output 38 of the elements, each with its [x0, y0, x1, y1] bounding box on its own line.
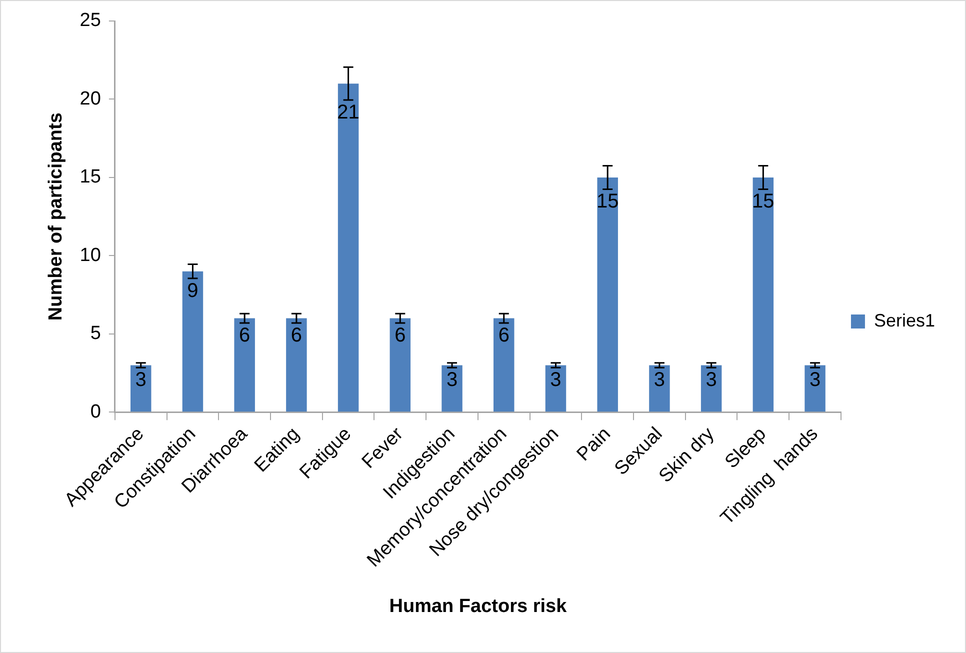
data-label: 15 [752, 190, 774, 213]
data-label: 3 [654, 369, 666, 392]
data-label: 3 [135, 369, 146, 392]
data-label: 6 [290, 324, 302, 346]
x-axis-title: Human Factors risk [389, 596, 568, 617]
bar [182, 271, 204, 412]
data-label: 3 [706, 369, 717, 392]
y-tick-label: 25 [80, 10, 101, 32]
legend-label: Series1 [874, 310, 935, 330]
bar [545, 365, 566, 412]
bar [597, 177, 618, 412]
bar [442, 365, 462, 412]
x-tick-label: Pain [573, 424, 615, 466]
bar [494, 318, 514, 412]
bar [286, 318, 307, 412]
data-label: 9 [187, 280, 198, 302]
bar [752, 177, 774, 412]
bar [338, 84, 359, 412]
data-label: 6 [394, 324, 406, 346]
y-tick-label: 10 [80, 244, 101, 266]
bar [700, 365, 722, 412]
y-axis-title: Number of participants [46, 112, 67, 321]
data-label: 15 [596, 190, 619, 213]
data-label: 21 [337, 102, 360, 124]
bar [804, 365, 826, 412]
bar [649, 365, 670, 412]
data-label: 3 [550, 369, 562, 392]
data-label: 3 [809, 369, 821, 392]
y-tick-label: 5 [90, 323, 101, 344]
y-tick-label: 15 [80, 166, 101, 188]
data-label: 6 [498, 324, 510, 346]
y-tick-label: 0 [90, 401, 101, 422]
y-tick-label: 20 [80, 88, 101, 110]
bar [130, 365, 152, 412]
data-label: 3 [446, 369, 458, 392]
data-label: 6 [239, 324, 250, 346]
bar [234, 318, 255, 412]
bar [390, 318, 411, 412]
